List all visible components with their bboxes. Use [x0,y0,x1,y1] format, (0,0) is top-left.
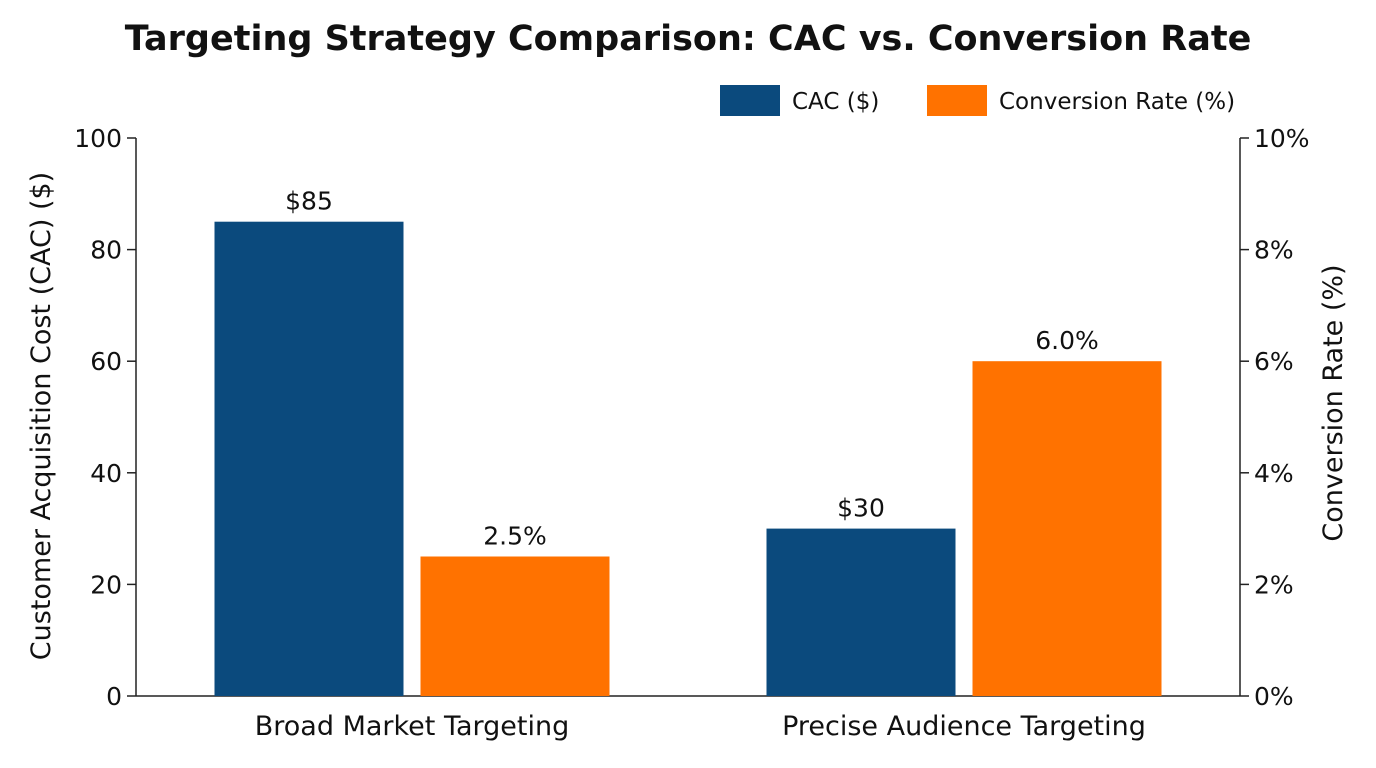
category-label-1: Precise Audience Targeting [782,711,1146,742]
category-label-0: Broad Market Targeting [255,711,570,742]
data-label-conversion-rate-0: 2.5% [483,522,547,551]
legend: CAC ($) Conversion Rate (%) [720,85,1235,116]
data-label-conversion-rate-1: 6.0% [1035,326,1099,355]
bar-conversion-rate-1 [972,361,1162,696]
data-label-cac-1: $30 [837,494,885,523]
legend-label-conversion-rate: Conversion Rate (%) [999,89,1235,115]
y-right-tick-label: 6% [1254,347,1294,376]
y-left-tick-label: 20 [90,570,122,599]
y-axis-right-title: Conversion Rate (%) [1318,264,1349,541]
category-labels: Broad Market Targeting Precise Audience T… [255,711,1146,742]
legend-swatch-conversion-rate [927,85,987,116]
legend-label-cac: CAC ($) [792,89,879,115]
y-axis-left-ticks: 0 20 40 60 80 100 [74,124,136,711]
bar-cac-0 [214,221,404,696]
y-right-tick-label: 0% [1254,682,1294,711]
chart-title: Targeting Strategy Comparison: CAC vs. C… [125,19,1252,59]
y-right-tick-label: 8% [1254,236,1294,265]
y-right-tick-label: 2% [1254,570,1294,599]
bar-cac-1 [766,528,956,696]
y-left-tick-label: 0 [106,682,122,711]
y-axis-right-ticks: 0% 2% 4% 6% 8% 10% [1240,124,1310,711]
y-right-tick-label: 4% [1254,459,1294,488]
y-axis-left-title: Customer Acquisition Cost (CAC) ($) [26,172,57,660]
bars [214,221,1162,696]
y-left-tick-label: 80 [90,236,122,265]
bar-conversion-rate-0 [420,556,610,696]
y-right-tick-label: 10% [1254,124,1310,153]
data-label-cac-0: $85 [285,187,333,216]
bar-labels: $85 2.5% $30 6.0% [285,187,1099,551]
y-left-tick-label: 40 [90,459,122,488]
legend-swatch-cac [720,85,780,116]
y-left-tick-label: 60 [90,347,122,376]
y-left-tick-label: 100 [74,124,122,153]
